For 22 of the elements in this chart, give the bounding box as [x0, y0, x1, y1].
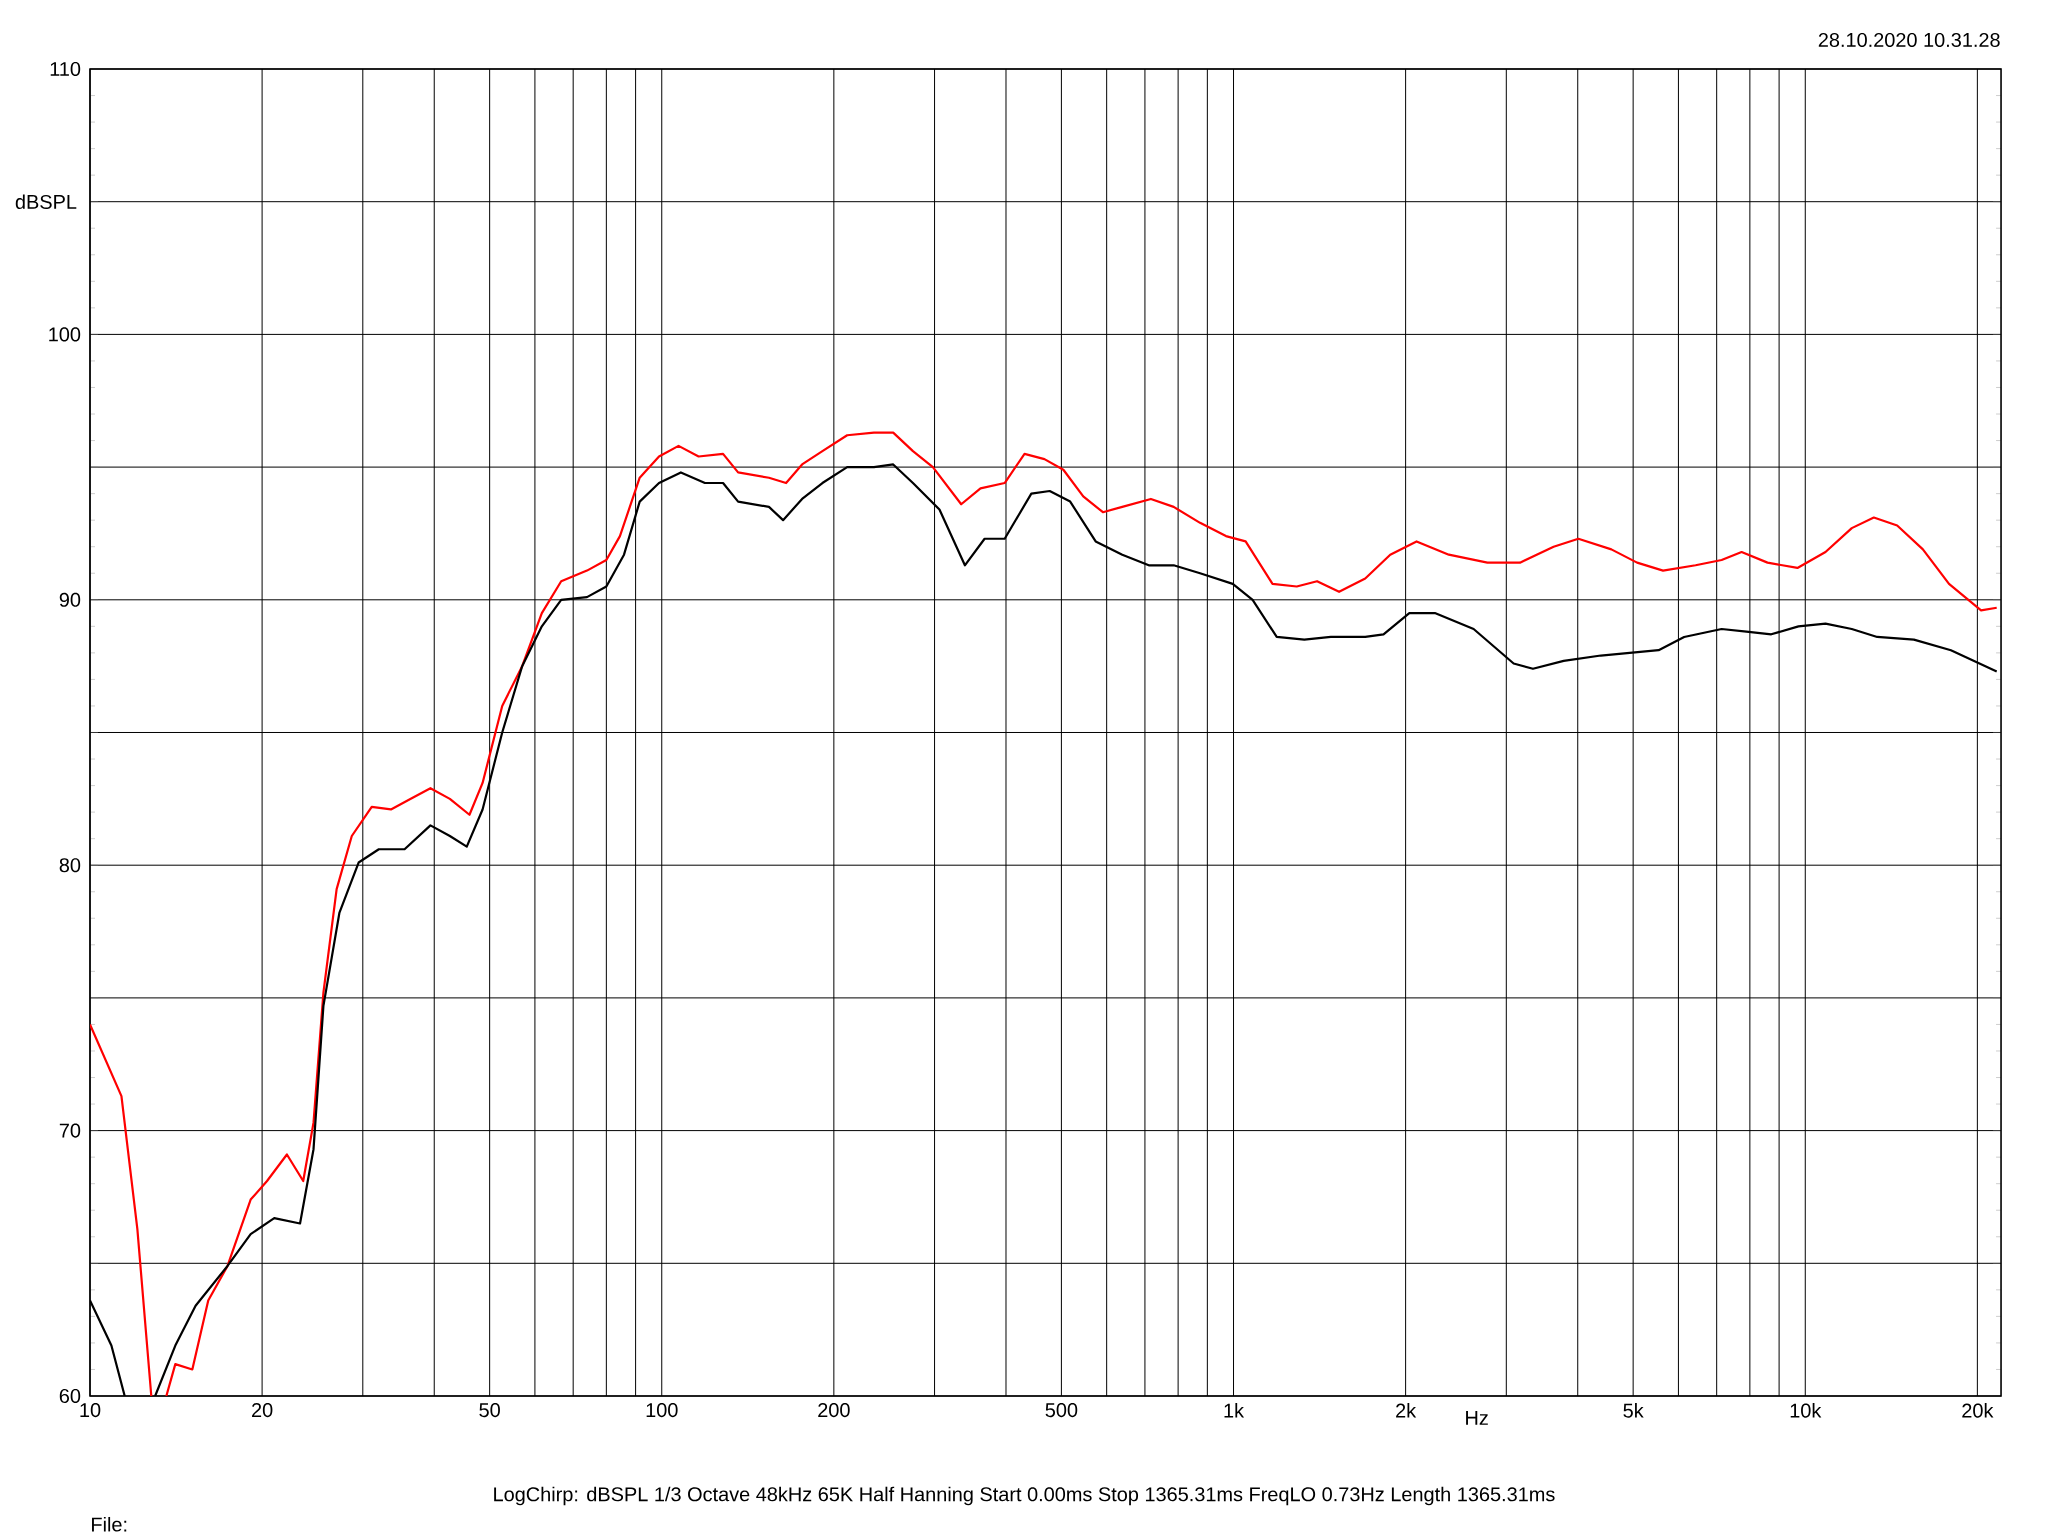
x-tick-label: 20k: [1962, 1403, 1994, 1418]
text: LogChirp: dBSPL 1/3 Octave 48kHz 65K Half Hanning Start 0.00ms Stop 1365.31ms FreqLO 0.73Hz Length 1365.31ms: [494, 1486, 1555, 1506]
y-tick-label: 110: [50, 61, 81, 77]
text: 28.10.2020 10.31.28: [1818, 32, 2000, 48]
x-tick-label: 500: [1045, 1403, 1078, 1418]
x-tick-label: 2k: [1396, 1403, 1417, 1418]
text: File:: [92, 1516, 127, 1532]
x-tick-label: 1k: [1224, 1403, 1245, 1418]
x-tick-label: 200: [818, 1403, 850, 1418]
x-axis-title: Hz: [1466, 1411, 1488, 1425]
x-tick-label: 100: [646, 1403, 678, 1418]
x-tick-label: 5k: [1623, 1403, 1644, 1418]
y-tick-label: 100: [49, 327, 81, 342]
y-tick-label: 90: [59, 592, 81, 607]
y-tick-label: 70: [59, 1123, 81, 1138]
x-tick-label: 20: [252, 1403, 273, 1418]
x-tick-label: 10: [80, 1403, 101, 1418]
x-tick-label: 10k: [1790, 1403, 1822, 1418]
x-tick-label: 50: [479, 1403, 500, 1418]
y-tick-label: 80: [59, 858, 81, 873]
y-axis-title: dBSPL: [15, 194, 77, 210]
y-tick-label: 60: [59, 1388, 81, 1404]
